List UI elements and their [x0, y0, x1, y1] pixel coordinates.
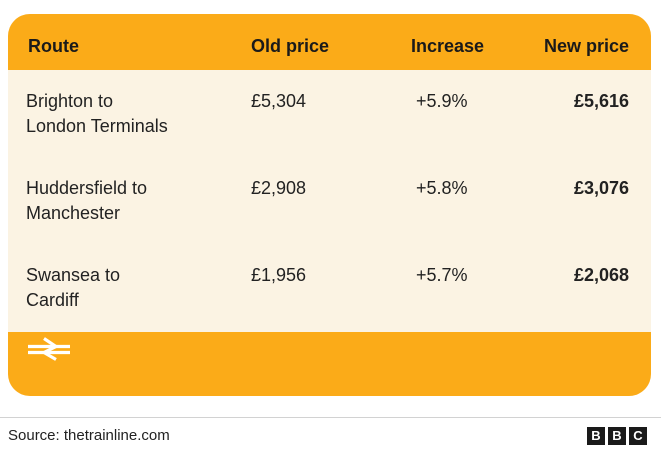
new-price-cell: £3,076	[573, 178, 629, 198]
source-credit: Source: thetrainline.com	[8, 427, 170, 444]
table-row: Swansea to Cardiff £1,956 +5.7% £2,068	[8, 263, 651, 323]
header-increase: Increase	[411, 36, 485, 56]
route-to: Manchester	[26, 203, 121, 223]
bbc-logo-letter: B	[587, 427, 605, 445]
old-price-cell: £2,908	[251, 178, 307, 198]
table-row: Brighton to London Terminals £5,304 +5.9…	[8, 89, 651, 149]
fare-table-card: Route Old price Increase New price Brigh…	[8, 14, 651, 396]
header-new-price: New price	[543, 36, 629, 56]
route-cell: Swansea to Cardiff	[26, 263, 236, 313]
old-price-cell: £5,304	[251, 91, 307, 111]
header-old-price: Old price	[251, 36, 330, 56]
old-price-cell: £1,956	[251, 265, 307, 285]
route-from: Brighton to	[26, 91, 114, 111]
route-to: Cardiff	[26, 290, 79, 310]
increase-cell: +5.8%	[416, 178, 468, 198]
route-cell: Brighton to London Terminals	[26, 89, 236, 139]
increase-cell: +5.9%	[416, 91, 468, 111]
table-row: Huddersfield to Manchester £2,908 +5.8% …	[8, 176, 651, 236]
route-cell: Huddersfield to Manchester	[26, 176, 236, 226]
new-price-cell: £5,616	[573, 91, 629, 111]
increase-cell: +5.7%	[416, 265, 468, 285]
table-footer	[8, 332, 651, 396]
bbc-logo: B B C	[587, 427, 647, 445]
route-from: Huddersfield to	[26, 178, 148, 198]
bbc-logo-letter: B	[608, 427, 626, 445]
new-price-cell: £2,068	[573, 265, 629, 285]
bbc-logo-letter: C	[629, 427, 647, 445]
header-route: Route	[28, 36, 79, 56]
route-to: London Terminals	[26, 116, 168, 136]
national-rail-icon	[28, 337, 70, 361]
divider	[0, 417, 661, 418]
table-header: Route Old price Increase New price	[8, 14, 651, 70]
route-from: Swansea to	[26, 265, 121, 285]
